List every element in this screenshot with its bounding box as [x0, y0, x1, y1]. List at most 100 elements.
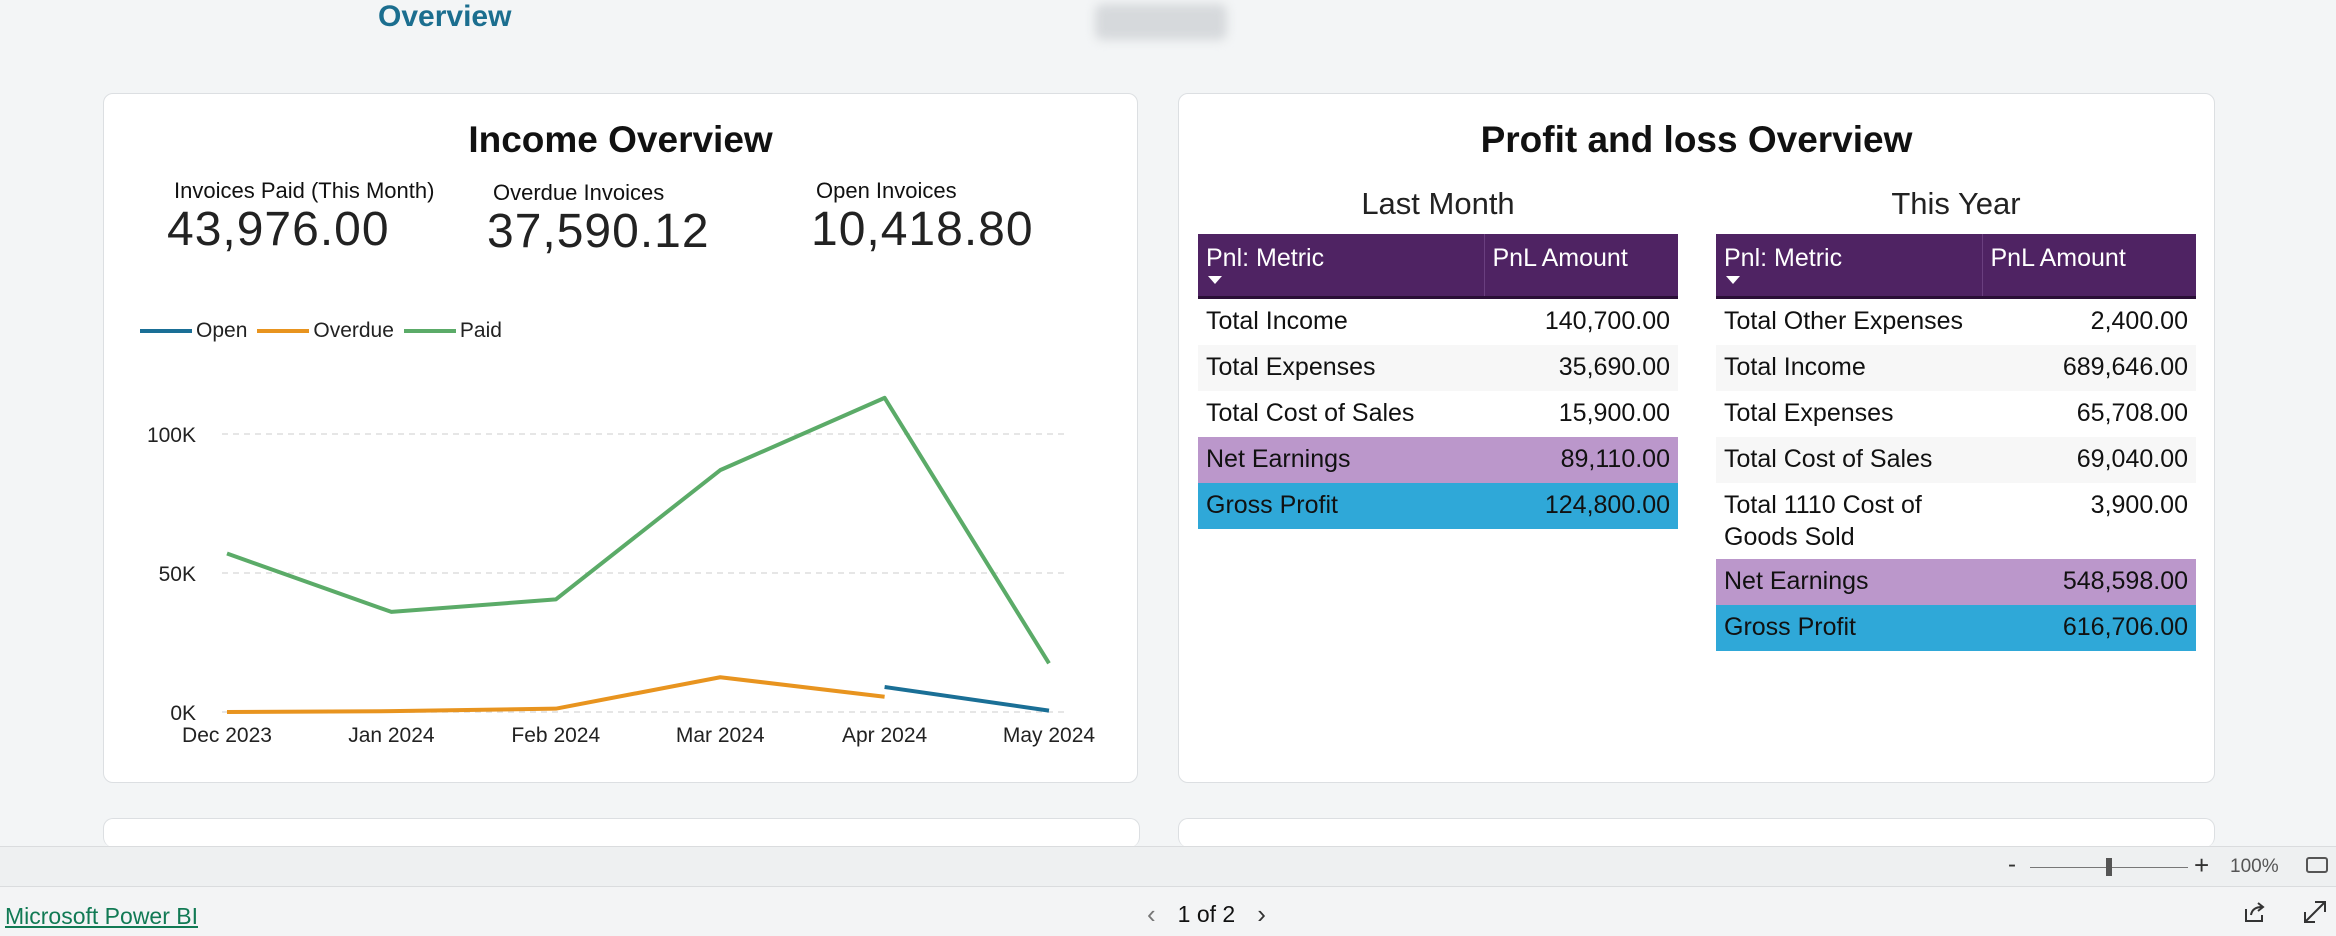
amount-cell: 15,900.00: [1558, 399, 1670, 427]
next-page-button[interactable]: ›: [1257, 899, 1266, 929]
amount-cell: 89,110.00: [1484, 436, 1678, 483]
legend-swatch-paid: [403, 329, 456, 333]
table-row: Total Income 689,646.00: [1716, 344, 2196, 391]
y-tick-label: 100K: [147, 424, 196, 447]
amount-cell: 616,706.00: [1982, 604, 2196, 651]
metric-cell: Net Earnings: [1198, 436, 1484, 483]
table-row: Total Income 140,700.00: [1198, 297, 1678, 345]
metric-cell: Total Expenses: [1724, 399, 1894, 427]
metric-cell: Total Income: [1206, 307, 1348, 335]
x-tick-label: Jan 2024: [348, 724, 435, 747]
table-header-row: Pnl: Metric PnL Amount: [1198, 234, 1678, 299]
lower-right-card: [1178, 818, 2215, 847]
legend-label-open: Open: [196, 319, 248, 342]
table-row: Total Cost of Sales 15,900.00: [1198, 391, 1678, 437]
x-tick-label: Apr 2024: [842, 724, 928, 747]
table-row-gross-profit: Gross Profit 616,706.00: [1716, 604, 2196, 651]
last-month-title: Last Month: [1361, 186, 1515, 221]
y-tick-label: 50K: [159, 563, 196, 586]
blurred-element: [1095, 4, 1227, 40]
table-row: Total Expenses 35,690.00: [1198, 344, 1678, 391]
last-month-table: Pnl: Metric PnL Amount Total Income 140,…: [1198, 234, 1678, 529]
amount-cell: 2,400.00: [2090, 307, 2188, 335]
column-header-amount[interactable]: PnL Amount: [1981, 234, 2196, 299]
metric-cell: Total Cost of Sales: [1206, 399, 1415, 427]
zoom-out-button[interactable]: -: [2008, 851, 2016, 878]
income-overview-title: Income Overview: [468, 119, 773, 160]
this-year-title: This Year: [1891, 186, 2021, 221]
fullscreen-icon[interactable]: [2302, 899, 2328, 930]
chart-legend: Open Overdue Paid: [140, 319, 512, 343]
amount-cell: 140,700.00: [1544, 307, 1670, 335]
x-tick-label: Mar 2024: [676, 724, 765, 747]
metric-cell: Total Cost of Sales: [1716, 436, 1982, 483]
column-header-metric[interactable]: Pnl: Metric: [1198, 234, 1484, 299]
metric-cell: Net Earnings: [1716, 558, 1982, 605]
table-row: Total 1110 Cost of Goods Sold 3,900.00: [1716, 483, 2196, 559]
column-header-amount-label: PnL Amount: [1990, 244, 2126, 272]
fit-to-page-icon[interactable]: [2306, 857, 2328, 873]
metric-cell: Total Expenses: [1198, 344, 1484, 391]
kpi-value-open: 10,418.80: [811, 203, 1034, 256]
table-row: Total Expenses 65,708.00: [1716, 391, 2196, 437]
metric-cell: Total Other Expenses: [1724, 307, 1964, 335]
x-tick-label: Feb 2024: [511, 724, 600, 747]
table-row-net-earnings: Net Earnings 548,598.00: [1716, 558, 2196, 605]
column-header-metric[interactable]: Pnl: Metric: [1716, 234, 1982, 299]
legend-label-paid: Paid: [459, 319, 502, 342]
column-header-metric-label: Pnl: Metric: [1724, 244, 1843, 272]
zoom-slider-thumb[interactable]: [2106, 858, 2112, 876]
amount-cell: 3,900.00: [2090, 490, 2188, 519]
zoom-level: 100%: [2230, 856, 2279, 877]
amount-cell: 689,646.00: [1982, 344, 2196, 391]
power-bi-link[interactable]: Microsoft Power BI: [5, 903, 198, 929]
page-navigation: ‹ 1 of 2 ›: [1125, 899, 1288, 930]
kpi-label-overdue: Overdue Invoices: [493, 180, 665, 205]
amount-cell: 69,040.00: [1982, 436, 2196, 483]
x-tick-label: Dec 2023: [182, 724, 272, 747]
table-header-row: Pnl: Metric PnL Amount: [1716, 234, 2196, 299]
table-row-gross-profit: Gross Profit 124,800.00: [1198, 482, 1678, 529]
pnl-overview-card: Profit and loss Overview Last Month This…: [1178, 93, 2215, 783]
metric-cell: Total 1110 Cost of Goods Sold: [1724, 490, 1922, 551]
page-indicator: 1 of 2: [1177, 901, 1236, 927]
page-title: Overview: [378, 0, 512, 33]
amount-cell: 65,708.00: [2076, 399, 2188, 427]
kpi-value-overdue: 37,590.12: [487, 205, 710, 258]
legend-item-paid[interactable]: Paid: [403, 319, 502, 343]
column-header-metric-label: Pnl: Metric: [1206, 244, 1325, 272]
sort-descending-icon[interactable]: [1208, 276, 1222, 284]
column-header-amount[interactable]: PnL Amount: [1483, 234, 1678, 299]
income-overview-card: Income Overview Invoices Paid (This Mont…: [103, 93, 1138, 783]
y-tick-label: 0K: [170, 702, 196, 725]
pnl-overview-title: Profit and loss Overview: [1480, 119, 1913, 160]
amount-cell: 124,800.00: [1484, 482, 1678, 529]
zoom-in-button[interactable]: +: [2194, 850, 2210, 880]
zoom-bar: - + 100%: [0, 846, 2336, 886]
previous-page-button[interactable]: ‹: [1147, 899, 1156, 929]
legend-swatch-open: [140, 329, 192, 333]
legend-swatch-overdue: [257, 329, 310, 333]
sort-descending-icon[interactable]: [1726, 276, 1740, 284]
series-line-paid[interactable]: [226, 395, 1051, 665]
income-line-chart[interactable]: 0K 50K 100K Dec 2023 Jan 2024 Feb 2024 Mar 202…: [104, 94, 1139, 784]
amount-cell: 548,598.00: [1982, 558, 2196, 605]
table-row: Total Cost of Sales 69,040.00: [1716, 436, 2196, 483]
share-icon[interactable]: [2243, 901, 2267, 928]
kpi-value-paid: 43,976.00: [167, 203, 390, 256]
table-row-net-earnings: Net Earnings 89,110.00: [1198, 436, 1678, 483]
series-line-open[interactable]: [884, 685, 1050, 713]
kpi-label-paid: Invoices Paid (This Month): [174, 178, 435, 203]
series-line-overdue[interactable]: [226, 675, 885, 714]
lower-left-card: [103, 818, 1140, 847]
this-year-table: Pnl: Metric PnL Amount Total Other Expen…: [1716, 234, 2196, 651]
metric-cell: Gross Profit: [1716, 604, 1982, 651]
amount-cell: 35,690.00: [1484, 344, 1678, 391]
legend-item-overdue[interactable]: Overdue: [257, 319, 394, 343]
table-row: Total Other Expenses 2,400.00: [1716, 297, 2196, 345]
column-header-amount-label: PnL Amount: [1492, 244, 1628, 272]
footer-bar: Microsoft Power BI ‹ 1 of 2 ›: [0, 886, 2336, 936]
legend-item-open[interactable]: Open: [140, 319, 247, 343]
legend-label-overdue: Overdue: [313, 319, 394, 342]
kpi-label-open: Open Invoices: [816, 178, 957, 203]
